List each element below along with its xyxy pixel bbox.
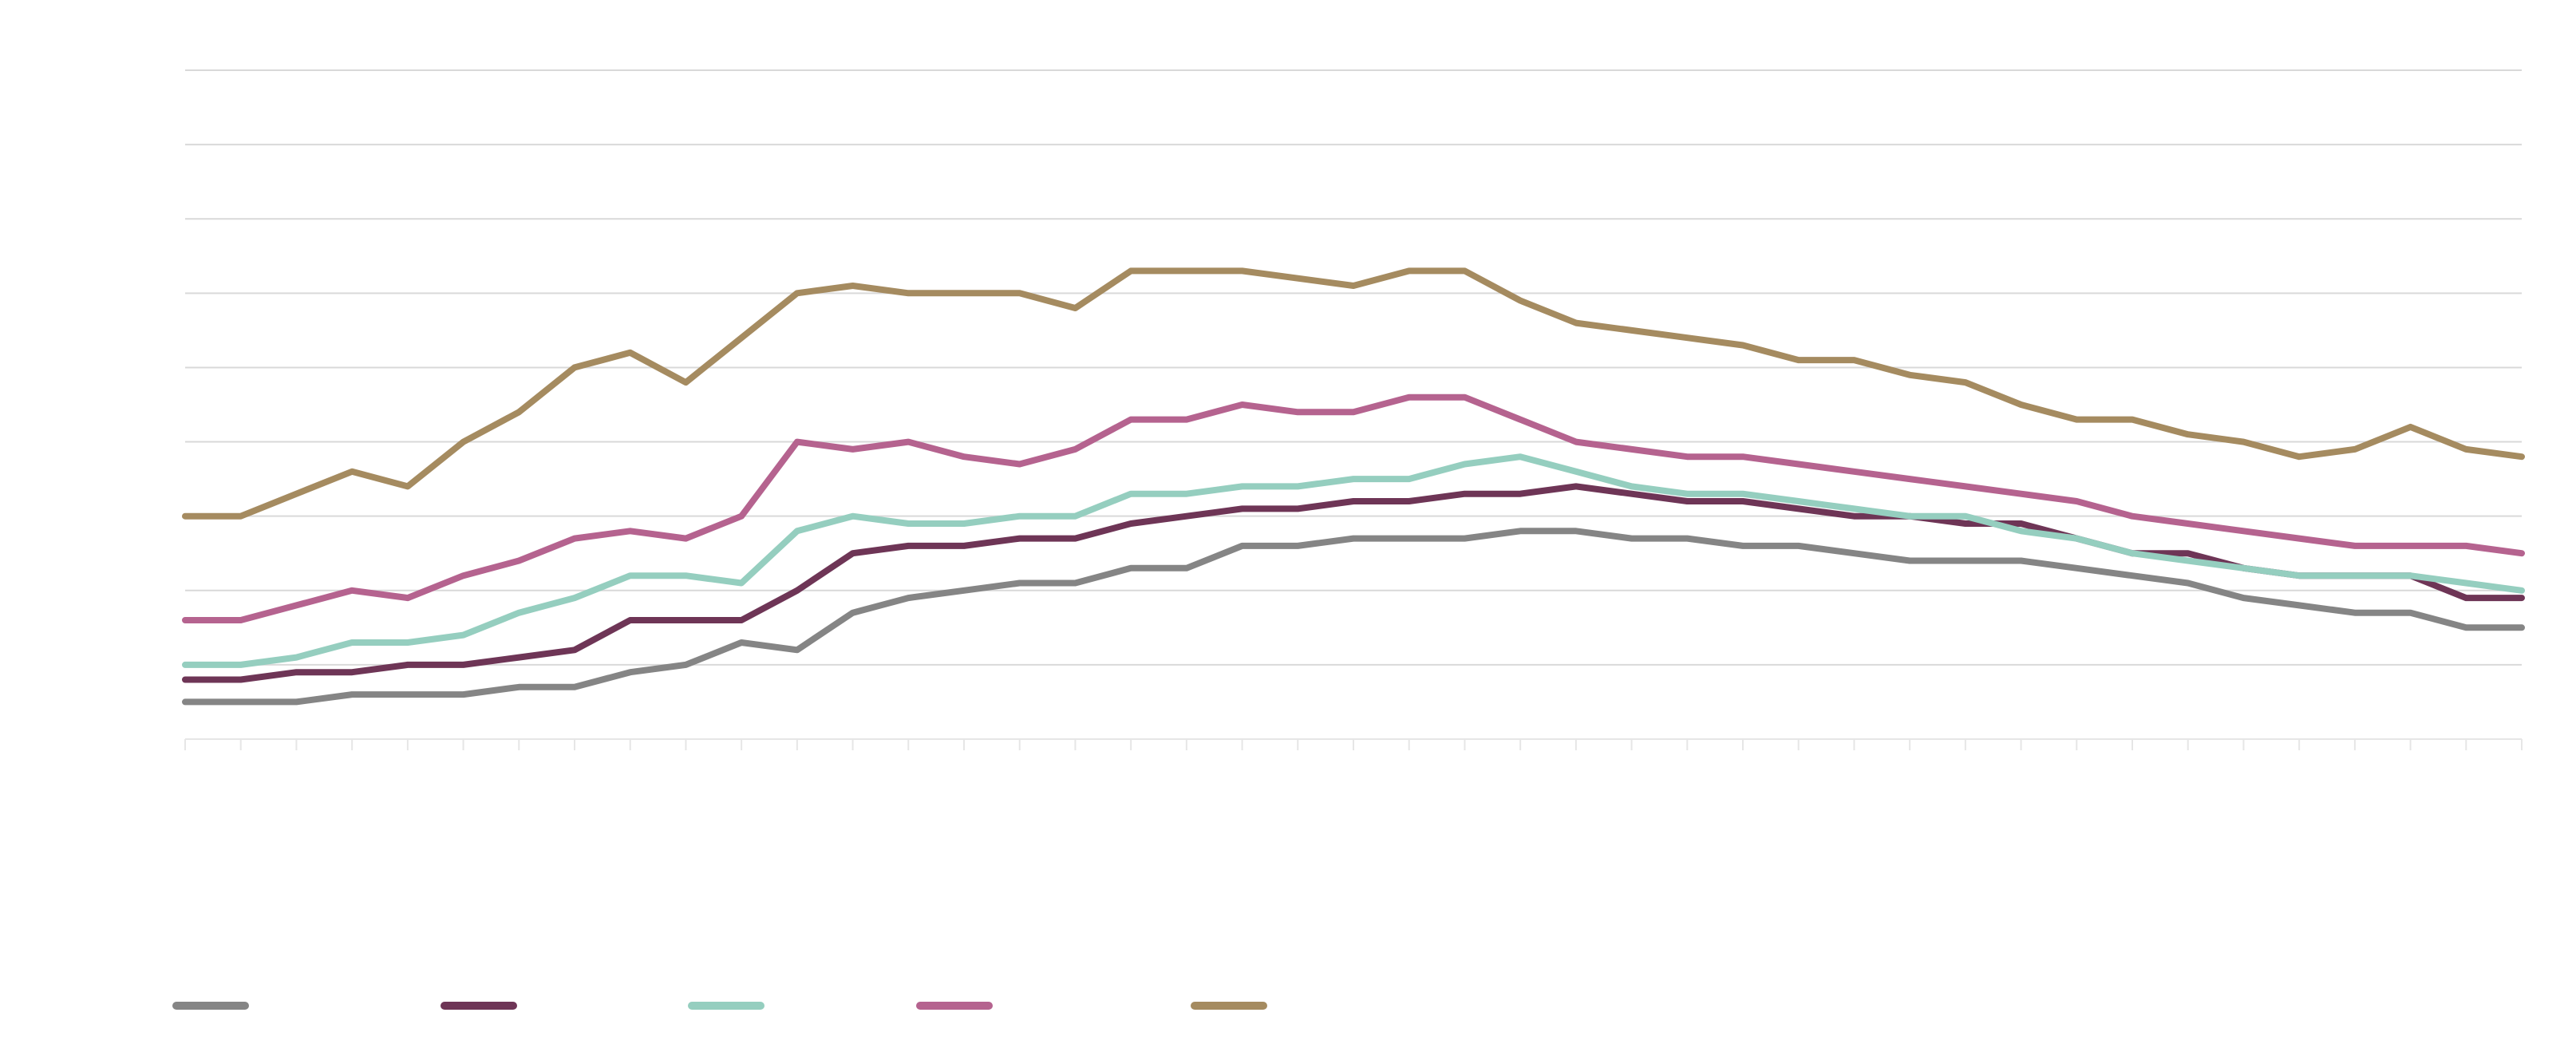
- x-axis: [184, 738, 2523, 750]
- series-line-5: [182, 267, 2525, 520]
- series-line-1: [182, 528, 2525, 706]
- series-line-3: [182, 453, 2525, 668]
- gridlines: [185, 69, 2522, 666]
- series-line-4: [182, 394, 2525, 623]
- series-lines: [182, 267, 2525, 706]
